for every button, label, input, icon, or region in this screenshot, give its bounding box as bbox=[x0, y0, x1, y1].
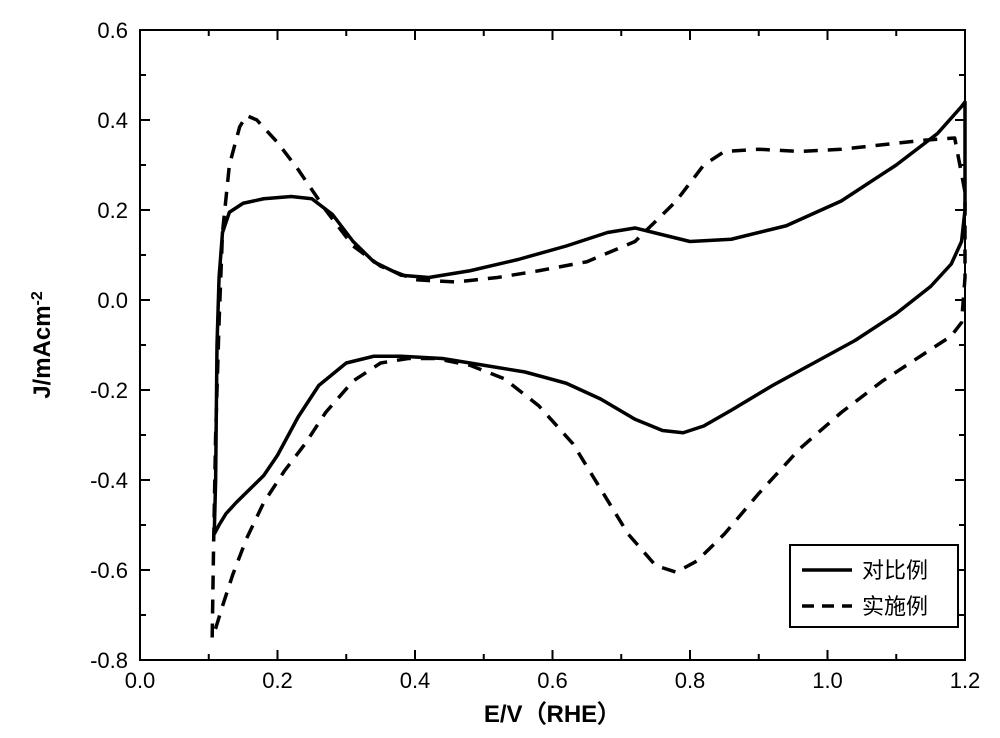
x-tick-label: 0.4 bbox=[400, 668, 431, 693]
svg-text:J/mAcm-2: J/mAcm-2 bbox=[29, 291, 57, 399]
series-solid bbox=[214, 102, 965, 534]
y-axis-label: J/mAcm-2 bbox=[29, 291, 57, 399]
x-tick-label: 1.0 bbox=[812, 668, 843, 693]
x-tick-label: 0.2 bbox=[262, 668, 293, 693]
x-tick-label: 0.0 bbox=[125, 668, 156, 693]
y-tick-label: 0.2 bbox=[97, 198, 128, 223]
y-tick-label: 0.0 bbox=[97, 288, 128, 313]
legend-label: 实施例 bbox=[862, 594, 928, 619]
y-tick-label: -0.6 bbox=[90, 558, 128, 583]
x-tick-label: 0.8 bbox=[675, 668, 706, 693]
y-tick-label: -0.8 bbox=[90, 648, 128, 673]
y-tick-label: 0.6 bbox=[97, 18, 128, 43]
y-tick-label: -0.2 bbox=[90, 378, 128, 403]
x-tick-label: 1.2 bbox=[950, 668, 981, 693]
x-tick-label: 0.6 bbox=[537, 668, 568, 693]
x-axis-label: E/V（RHE） bbox=[484, 701, 621, 728]
chart-svg: 0.0 0.2 0.4 0.6 0.8 1.0 1.2 -0.8 -0.6 -0.4 -0.2 0.0… bbox=[0, 0, 1000, 738]
y-tick-label: -0.4 bbox=[90, 468, 128, 493]
y-tick-label: 0.4 bbox=[97, 108, 128, 133]
cv-chart: 0.0 0.2 0.4 0.6 0.8 1.0 1.2 -0.8 -0.6 -0.4 -0.2 0.0… bbox=[0, 0, 1000, 738]
legend-label: 对比例 bbox=[862, 558, 928, 583]
